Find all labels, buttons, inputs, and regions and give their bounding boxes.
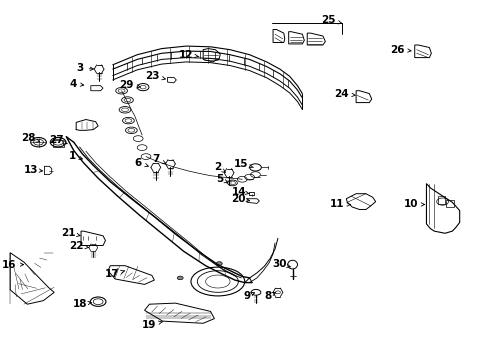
Text: 14: 14 (231, 186, 248, 197)
Text: 2: 2 (214, 162, 225, 172)
Text: 17: 17 (104, 269, 124, 279)
Text: 9: 9 (243, 291, 254, 301)
Text: 28: 28 (21, 132, 40, 143)
Text: 12: 12 (179, 50, 199, 60)
Text: 26: 26 (389, 45, 410, 55)
Ellipse shape (177, 276, 183, 280)
Text: 8: 8 (264, 291, 275, 301)
Text: 25: 25 (321, 15, 341, 25)
Text: 21: 21 (61, 228, 80, 238)
Text: 3: 3 (76, 63, 93, 73)
Text: 29: 29 (119, 80, 140, 90)
Text: 1: 1 (69, 150, 82, 161)
Text: 30: 30 (272, 258, 290, 269)
Text: 13: 13 (23, 165, 42, 175)
Text: 11: 11 (328, 199, 349, 210)
Text: 7: 7 (152, 154, 165, 164)
Text: 24: 24 (333, 89, 354, 99)
Text: 4: 4 (69, 78, 83, 89)
Text: 6: 6 (134, 158, 148, 168)
Text: 20: 20 (231, 194, 249, 204)
Text: 27: 27 (49, 135, 67, 145)
Text: 15: 15 (233, 159, 253, 169)
Text: 19: 19 (142, 320, 162, 330)
Text: 5: 5 (216, 174, 227, 184)
Text: 18: 18 (72, 299, 91, 309)
Text: 16: 16 (2, 260, 23, 270)
Text: 23: 23 (144, 71, 165, 81)
Ellipse shape (216, 262, 222, 265)
Text: 22: 22 (69, 240, 89, 251)
Text: 10: 10 (403, 199, 424, 210)
